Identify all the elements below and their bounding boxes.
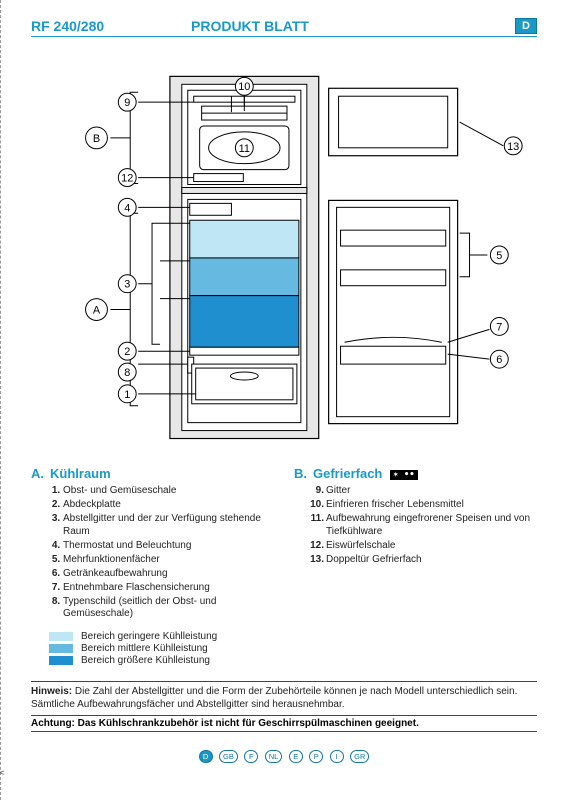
description-columns: A.Kühlraum Obst- und Gemüseschale Abdeck…	[31, 464, 537, 667]
lang-pill: NL	[265, 750, 283, 763]
lang-pill: GR	[350, 750, 369, 763]
legend-swatch	[49, 632, 73, 641]
freezer-stars-icon: ✶ ••	[390, 470, 418, 480]
legend-row: Bereich geringere Kühlleistung	[31, 631, 274, 642]
warning-text: Achtung: Das Kühlschrankzubehör ist nich…	[31, 715, 537, 732]
svg-text:6: 6	[496, 354, 502, 366]
page-header: RF 240/280 PRODUKT BLATT D	[31, 18, 537, 37]
lang-pill: F	[244, 750, 258, 763]
lang-pill: P	[309, 750, 323, 763]
page: RF 240/280 PRODUKT BLATT D	[0, 0, 567, 800]
svg-text:7: 7	[496, 321, 502, 333]
svg-text:4: 4	[124, 202, 130, 214]
svg-text:1: 1	[124, 389, 130, 401]
lang-pill: D	[199, 750, 213, 763]
list-item: Getränkeaufbewahrung	[63, 568, 274, 581]
list-item: Abstellgitter und der zur Verfügung steh…	[63, 513, 274, 538]
list-item: Typenschild (seitlich der Obst- und Gemü…	[63, 596, 274, 621]
model-number: RF 240/280	[31, 18, 191, 34]
legend-label: Bereich geringere Kühlleistung	[81, 631, 217, 642]
section-a-list: Obst- und Gemüseschale Abdeckplatte Abst…	[31, 485, 274, 621]
svg-text:12: 12	[121, 173, 133, 185]
lang-pill: E	[289, 750, 303, 763]
scissors-icon: ✂	[0, 766, 5, 780]
svg-text:A: A	[93, 304, 101, 316]
legend-label: Bereich größere Kühlleistung	[81, 655, 210, 666]
footer-language-selector: D GB F NL E P I GR	[31, 746, 537, 764]
list-item: Entnehmbare Flaschensicherung	[63, 582, 274, 595]
svg-text:2: 2	[124, 346, 130, 358]
legend-swatch	[49, 656, 73, 665]
diagram-svg: A B 9 10 11 12 4 3 2 8 1 5 7 6 13	[31, 55, 537, 445]
product-diagram: A B 9 10 11 12 4 3 2 8 1 5 7 6 13	[31, 55, 537, 450]
page-title: PRODUKT BLATT	[191, 18, 515, 34]
lang-pill: GB	[219, 750, 238, 763]
list-item: Abdeckplatte	[63, 499, 274, 512]
svg-text:3: 3	[124, 279, 130, 291]
legend-row: Bereich größere Kühlleistung	[31, 655, 274, 666]
list-item: Mehrfunktionenfächer	[63, 554, 274, 567]
svg-text:13: 13	[507, 141, 519, 153]
svg-text:8: 8	[124, 367, 130, 379]
svg-text:9: 9	[124, 97, 130, 109]
list-item: Eiswürfelschale	[306, 540, 537, 553]
list-item: Thermostat und Beleuchtung	[63, 540, 274, 553]
column-a: A.Kühlraum Obst- und Gemüseschale Abdeck…	[31, 464, 274, 667]
legend-swatch	[49, 644, 73, 653]
list-item: Obst- und Gemüseschale	[63, 485, 274, 498]
svg-text:11: 11	[239, 143, 250, 155]
svg-text:B: B	[93, 133, 100, 145]
list-item: Doppeltür Gefrierfach	[306, 554, 537, 567]
list-item: Einfrieren frischer Lebensmittel	[306, 499, 537, 512]
section-a-title: A.Kühlraum	[31, 466, 274, 481]
cooling-legend: Bereich geringere Kühlleistung Bereich m…	[31, 631, 274, 666]
language-badge: D	[515, 18, 537, 34]
svg-text:10: 10	[238, 81, 250, 93]
list-item: Aufbewahrung eingefrorener Speisen und v…	[306, 513, 537, 538]
section-b-list: Gitter Einfrieren frischer Lebensmittel …	[294, 485, 537, 566]
note-text: Hinweis: Die Zahl der Abstellgitter und …	[31, 681, 537, 711]
legend-label: Bereich mittlere Kühlleistung	[81, 643, 208, 654]
section-b-title: B.Gefrierfach ✶ ••	[294, 466, 537, 481]
lang-pill: I	[330, 750, 344, 763]
list-item: Gitter	[306, 485, 537, 498]
column-b: B.Gefrierfach ✶ •• Gitter Einfrieren fri…	[294, 464, 537, 667]
legend-row: Bereich mittlere Kühlleistung	[31, 643, 274, 654]
svg-text:5: 5	[496, 250, 502, 262]
